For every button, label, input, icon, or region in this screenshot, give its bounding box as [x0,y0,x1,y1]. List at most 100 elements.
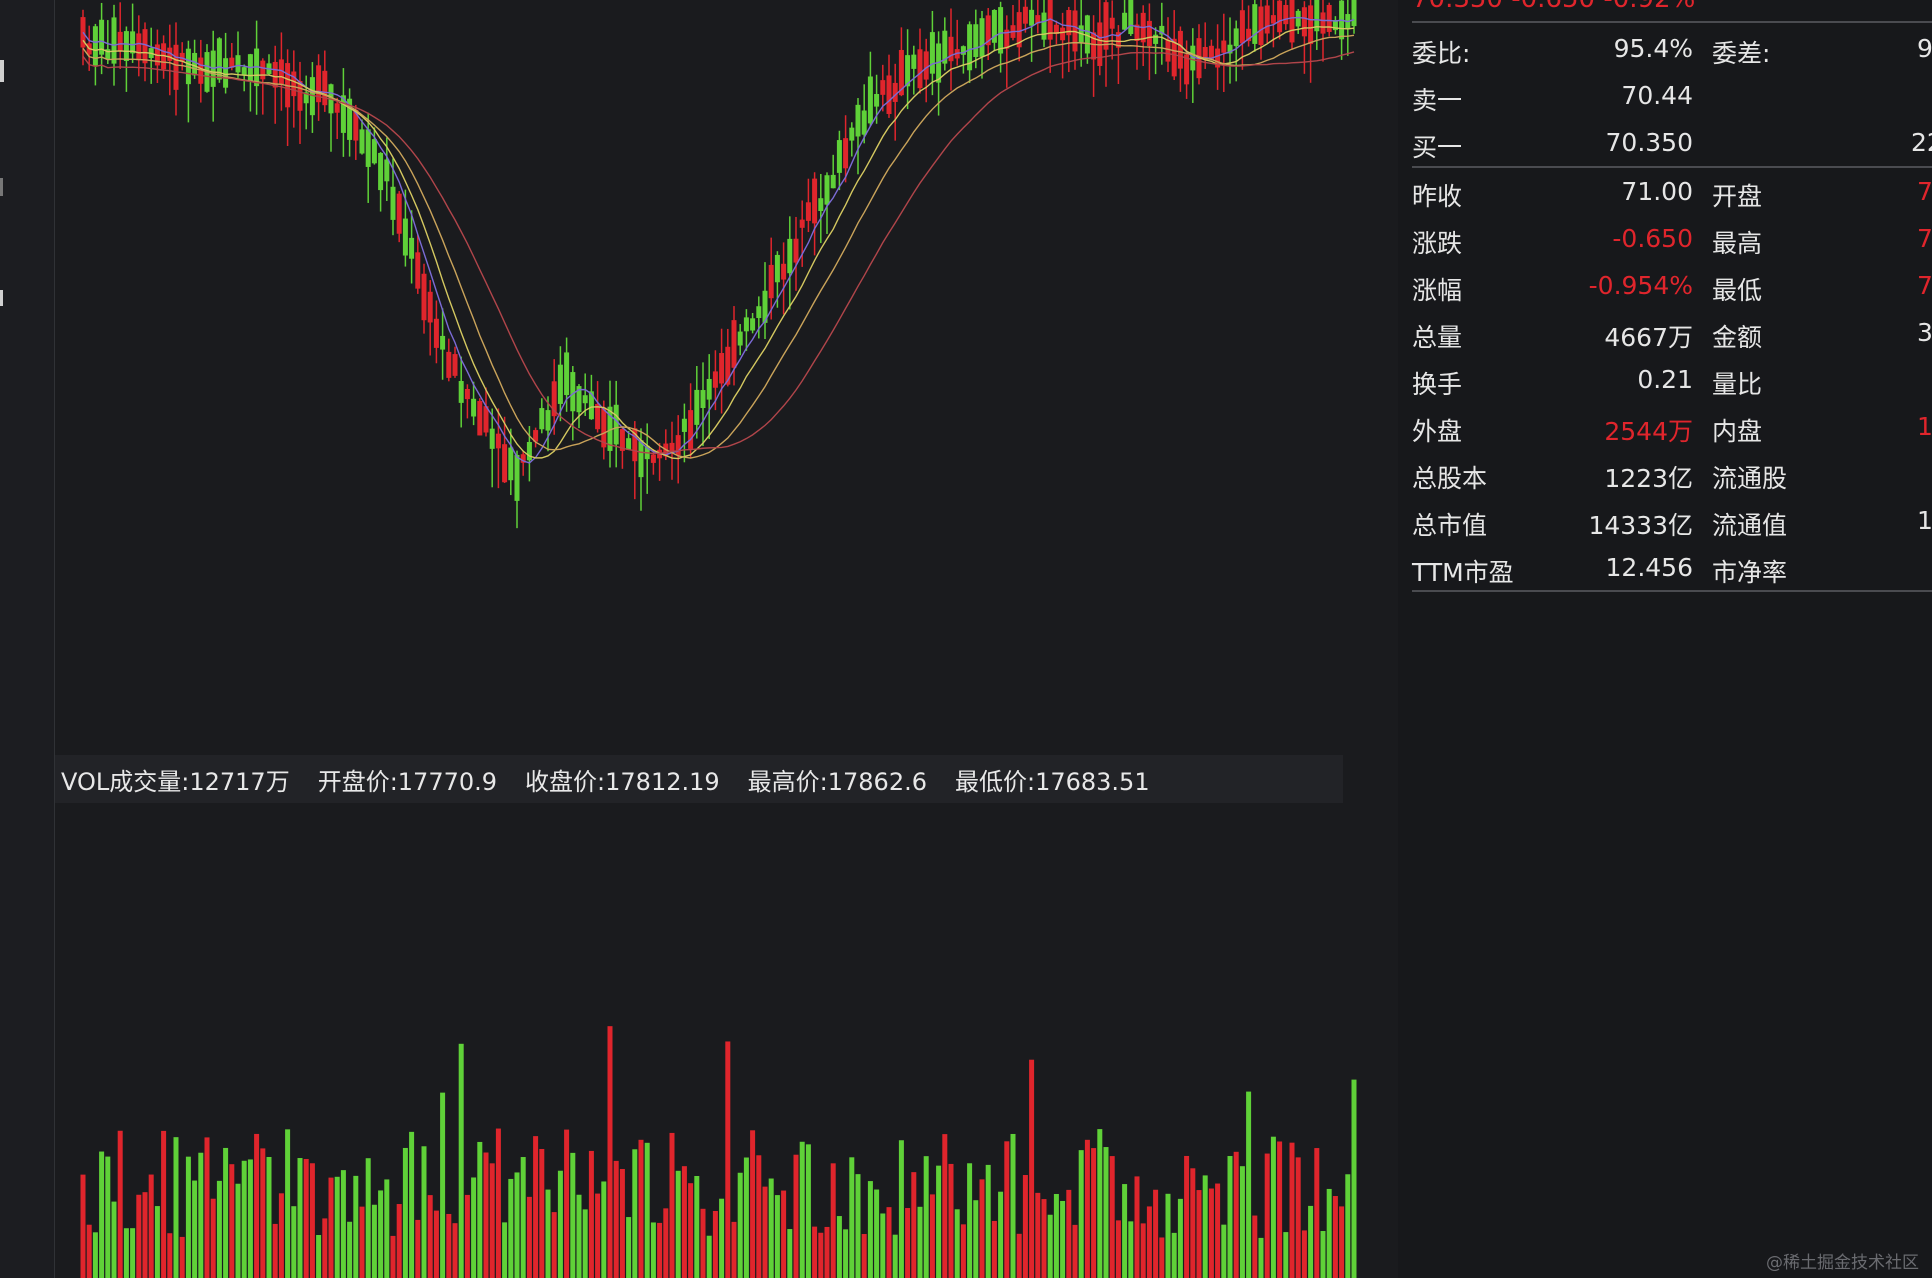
quote-row: 换手 0.21 量比 [1412,365,1932,405]
volume-bar [601,1181,607,1278]
row-value2: 7 [1917,177,1932,206]
candle-body [446,351,452,378]
candle-body [774,254,780,283]
candle-body [619,429,625,451]
row-value: 1223亿 [1604,464,1693,493]
volume-bar [1184,1155,1190,1278]
volume-bar [564,1129,570,1278]
volume-bar [694,1175,700,1278]
volume-bar [1295,1157,1301,1278]
open-price: 开盘价:17770.9 [317,767,498,796]
volume-bar [1277,1141,1283,1278]
buy1-label: 买一 [1412,133,1463,162]
volume-bar [1221,1224,1227,1278]
candle-body [973,24,979,58]
volume-bar [874,1189,880,1278]
volume-bar [1233,1151,1239,1278]
volume-bar [570,1152,576,1278]
candle-body [353,109,359,141]
candle-body [675,435,681,456]
volume-bar [712,1210,718,1278]
volume-bar [588,1150,594,1278]
moving-average-line [82,16,1355,464]
quote-row: 总股本 1223亿 流通股 [1412,459,1932,499]
candle-body [799,219,805,228]
volume-bar [1122,1184,1128,1278]
kline-chart-panel[interactable] [55,0,1398,1278]
candle-body [1184,54,1190,85]
candle-body [278,59,284,85]
candle-body [793,238,799,263]
row-label2: 最低 [1712,276,1763,305]
volume-bar [452,1223,458,1278]
candle-body [173,44,179,90]
candlestick-chart[interactable] [55,0,1398,755]
sidebar-marker[interactable] [0,290,3,306]
volume-bar [1053,1193,1059,1278]
row-label: 昨收 [1412,182,1463,211]
volume-bar [533,1136,539,1278]
volume-bar [278,1193,284,1278]
candle-body [688,410,694,449]
volume-bar [669,1132,675,1278]
candle-body [669,442,675,453]
volume-bar [136,1194,142,1278]
volume-bar [464,1194,470,1278]
candle-body [1227,44,1233,54]
sell1-value: 70.44 [1621,81,1693,110]
volume-bar [130,1228,136,1278]
candle-body [105,49,111,60]
candle-body [1314,0,1320,32]
candle-body [991,9,997,43]
volume-bar [421,1146,427,1278]
candle-body [849,127,855,141]
volume-bar [1041,1199,1047,1278]
candle-body [1277,0,1283,33]
sidebar-marker[interactable] [0,60,4,82]
candle-body [520,454,526,463]
volume-bar [991,1220,997,1278]
row-value: 71.00 [1621,177,1693,206]
candle-body [843,138,849,169]
volume-chart[interactable] [55,803,1398,1278]
volume-bar [967,1163,973,1278]
candle-body [533,430,539,442]
quote-row: 外盘 2544万 内盘 1 [1412,412,1932,452]
volume-bar [384,1179,390,1278]
candle-body [830,174,836,189]
row-label2: 流通股 [1712,464,1788,493]
candle-body [960,46,966,55]
candle-body [415,252,421,289]
candle-body [260,60,266,80]
volume-bar [1103,1147,1109,1278]
volume-bar [787,1229,793,1278]
volume-bar [824,1226,830,1278]
candle-body [607,406,613,451]
candle-body [1221,40,1227,53]
candle-body [322,70,328,106]
candle-body [123,31,129,61]
candle-body [601,407,607,448]
row-value: 14333亿 [1588,511,1693,540]
candle-body [378,152,384,191]
volume-bar [818,1232,824,1278]
volume-bar [1134,1176,1140,1278]
row-label: 涨幅 [1412,276,1463,305]
volume-bar [409,1131,415,1278]
volume-bar [861,1234,867,1278]
candle-body [681,418,687,432]
volume-bar [446,1213,452,1278]
sidebar-marker[interactable] [0,178,3,196]
candle-body [1289,0,1295,43]
candle-body [911,54,917,69]
candle-body [1208,45,1214,60]
volume-bar [371,1204,377,1278]
volume-bar [936,1165,942,1278]
candle-body [694,389,700,425]
volume-bar [675,1170,681,1278]
volume-bar [688,1183,694,1278]
volume-bar [998,1191,1004,1278]
candle-body [1122,12,1128,30]
row-value: 12.456 [1605,553,1693,582]
volume-bar [272,1223,278,1278]
